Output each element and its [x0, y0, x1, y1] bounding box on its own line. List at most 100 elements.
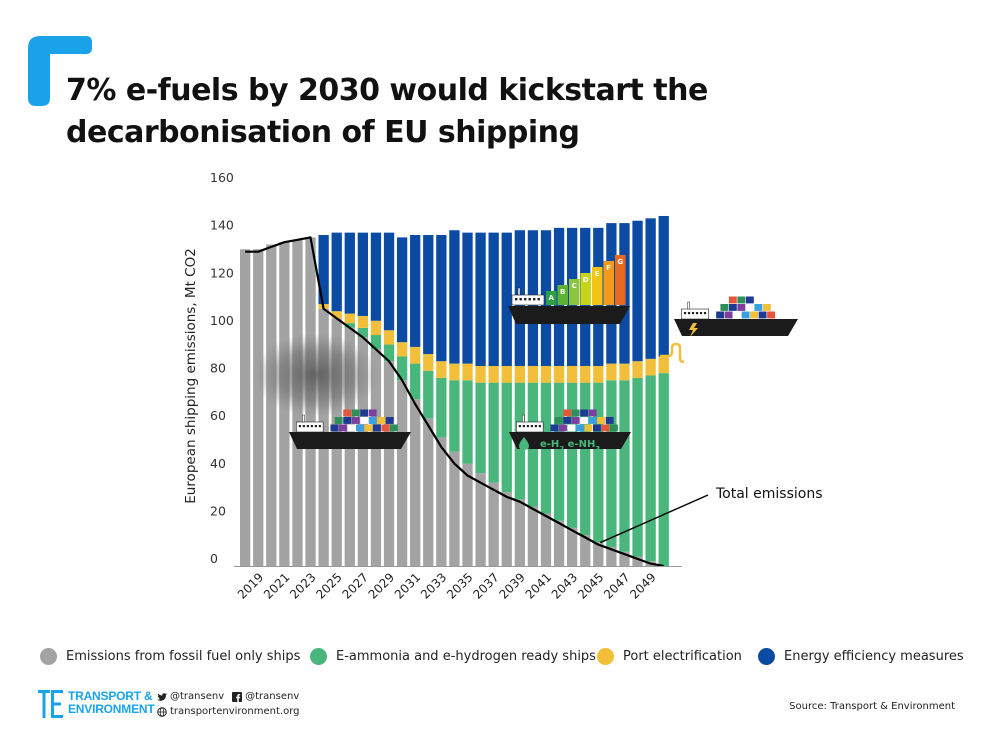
ship-window	[703, 312, 707, 315]
social-links: @transenv @transenv transportenvironment…	[157, 689, 299, 719]
efficiency-class-bar	[615, 255, 626, 305]
x-tick-label: 2027	[340, 570, 371, 601]
ship-window	[683, 312, 687, 315]
twitter-handle: @transenv	[170, 691, 225, 702]
x-tick-label: 2033	[418, 570, 449, 601]
bar-fossil	[396, 380, 408, 566]
bar-port_electrification	[344, 313, 355, 324]
bar-port_electrification	[645, 358, 656, 376]
efficiency-class-label: A	[548, 294, 554, 302]
ship-container	[389, 424, 398, 432]
bar-energy_efficiency	[658, 215, 669, 357]
ship-window	[518, 425, 521, 428]
bar-fossil	[540, 513, 552, 566]
bar-port_electrification	[527, 365, 539, 383]
x-tick-label: 2049	[627, 570, 658, 601]
facebook-link[interactable]: @transenv	[232, 689, 299, 704]
efuel-ship-icon: e-H2 e-NH3	[509, 409, 631, 453]
bar-ammonia_hydrogen	[619, 380, 630, 552]
bar-energy_efficiency	[423, 235, 434, 355]
bar-fossil	[593, 542, 604, 566]
bar-fossil	[462, 463, 473, 566]
bar-ammonia_hydrogen	[357, 327, 369, 338]
bar-port_electrification	[396, 342, 408, 357]
y-axis: 0 20 40 60 80 100 120 140 160 European shipping e…	[183, 170, 234, 566]
ship-container	[385, 417, 394, 424]
bar-port_electrification	[462, 363, 473, 381]
power-cable	[660, 342, 685, 364]
bar-fossil	[580, 535, 591, 566]
ship-container	[550, 424, 559, 432]
x-axis: 2019202120232025202720292031203320352037…	[234, 566, 682, 602]
efficiency-class-bar	[580, 273, 591, 305]
y-tick-label: 160	[210, 170, 234, 185]
bar-port_electrification	[331, 311, 342, 319]
globe-icon	[157, 706, 167, 717]
ship-window	[530, 425, 533, 428]
website-link[interactable]: transportenvironment.org	[157, 704, 299, 719]
ship-container	[588, 409, 597, 417]
ship-container	[750, 311, 759, 319]
ship-container	[554, 417, 563, 424]
annotation-leader-line	[600, 494, 709, 544]
bar-port_electrification	[540, 365, 552, 383]
x-tick-label: 2023	[287, 570, 318, 601]
legend-label-ammonia-hydrogen: E-ammonia and e-hydrogen ready ships	[336, 649, 596, 664]
ship-container	[754, 304, 763, 311]
facebook-handle: @transenv	[245, 691, 300, 702]
ship-window	[691, 312, 695, 315]
bar-ammonia_hydrogen	[501, 382, 512, 493]
ship-container	[567, 424, 576, 432]
ship-window	[699, 312, 703, 315]
ship-container	[584, 424, 593, 432]
bar-fossil	[370, 349, 382, 566]
bar-fossil	[514, 499, 525, 566]
ship-container	[767, 311, 776, 319]
bar-fossil	[253, 249, 264, 567]
legend: Emissions from fossil fuel only ships E-…	[40, 648, 980, 670]
facebook-icon	[232, 691, 243, 702]
bar-port_electrification	[606, 363, 617, 381]
bar-energy_efficiency	[475, 232, 486, 366]
bar-energy_efficiency	[331, 232, 342, 312]
fossil-ship-icon	[289, 409, 411, 449]
ship-window	[538, 425, 541, 428]
x-tick-label: 2043	[549, 570, 580, 601]
bar-ammonia_hydrogen	[423, 370, 434, 419]
ship-hull	[674, 319, 798, 336]
bar-fossil	[501, 492, 512, 566]
bar-fossil	[527, 506, 539, 566]
twitter-link[interactable]: @transenv	[157, 689, 224, 704]
port-electrification-ship-icon	[660, 296, 798, 364]
x-tick-label: 2025	[313, 570, 344, 601]
ship-window	[534, 425, 537, 428]
ship-container	[588, 417, 597, 424]
lightning-icon	[689, 323, 698, 337]
x-tick-label: 2039	[496, 570, 527, 601]
ship-window	[310, 425, 313, 428]
efficiency-class-bar	[557, 285, 568, 305]
bar-ammonia_hydrogen	[410, 363, 421, 400]
x-tick-label: 2029	[366, 570, 397, 601]
efficiency-class-label: G	[617, 258, 623, 266]
ship-window	[522, 425, 525, 428]
annotations: Total emissions	[600, 486, 823, 544]
legend-label-energy-efficiency: Energy efficiency measures	[784, 649, 964, 664]
ship-container	[758, 311, 767, 319]
ship-container	[334, 417, 343, 424]
y-tick-label: 100	[210, 313, 234, 328]
bar-fossil	[423, 418, 434, 566]
ship-container	[381, 424, 390, 432]
bar-port_electrification	[436, 361, 447, 378]
bar-energy_efficiency	[488, 232, 499, 366]
bar-energy_efficiency	[462, 232, 473, 364]
te-logo-icon	[38, 690, 63, 718]
bar-fossil	[553, 520, 565, 566]
legend-item-ammonia-hydrogen: E-ammonia and e-hydrogen ready ships	[310, 648, 596, 665]
ship-hull	[509, 432, 631, 449]
ship-window	[526, 425, 529, 428]
ship-container	[728, 296, 737, 304]
ship-bridge	[511, 294, 545, 306]
ship-container	[733, 311, 742, 319]
bar-fossil	[619, 551, 630, 566]
